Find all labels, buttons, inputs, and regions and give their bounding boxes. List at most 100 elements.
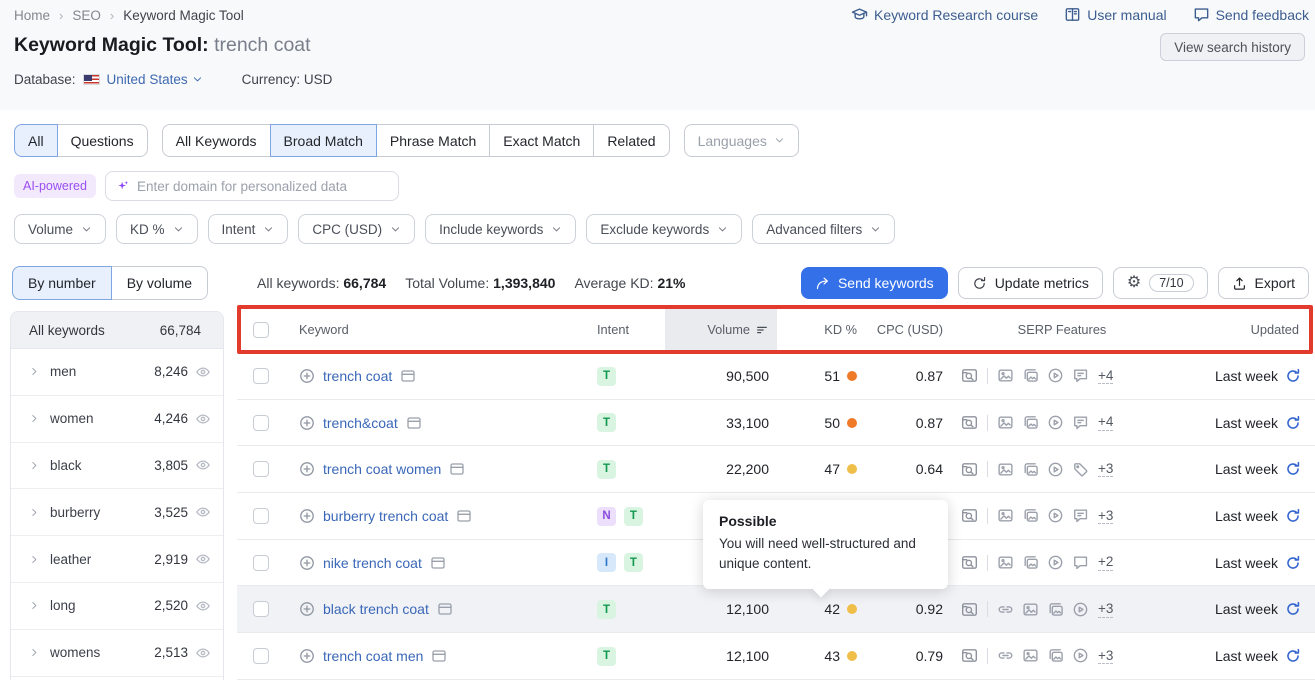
images-icon[interactable] [1022,507,1039,524]
sidebar-item-black[interactable]: black 3,805 [11,443,223,490]
table-row[interactable]: trench coat women T 22,200 47 0.64 +3 La… [237,446,1315,494]
serp-snapshot-icon[interactable] [400,368,416,384]
eye-icon[interactable] [195,551,211,567]
serp-preview-icon[interactable] [961,414,978,431]
breadcrumb-home[interactable]: Home [14,8,51,23]
video-icon[interactable] [1047,414,1064,431]
tag-icon[interactable] [1072,461,1089,478]
tab-exact-match[interactable]: Exact Match [489,124,595,157]
serp-preview-icon[interactable] [961,601,978,618]
table-row[interactable]: black trench coat T 12,100 42 0.92 +3 La… [237,586,1315,634]
image-icon[interactable] [997,554,1014,571]
tab-broad-match[interactable]: Broad Match [269,124,377,157]
column-header-intent[interactable]: Intent [597,322,630,337]
refresh-icon[interactable] [1285,368,1301,384]
languages-dropdown[interactable]: Languages [683,124,799,157]
serp-preview-icon[interactable] [961,507,978,524]
column-header-updated[interactable]: Updated [1250,322,1299,337]
row-checkbox[interactable] [253,554,269,571]
serp-snapshot-icon[interactable] [406,415,422,431]
keyword-research-course-link[interactable]: Keyword Research course [851,6,1038,23]
filter-cpc[interactable]: CPC (USD) [298,214,416,244]
eye-icon[interactable] [195,645,211,661]
images-icon[interactable] [1022,367,1039,384]
serp-more-link[interactable]: +3 [1098,601,1114,618]
add-keyword-icon[interactable] [299,555,315,571]
link-icon[interactable] [997,647,1014,664]
column-header-serp-features[interactable]: SERP Features [1017,322,1107,337]
serp-more-link[interactable]: +3 [1098,460,1114,478]
add-keyword-icon[interactable] [299,601,315,617]
filter-exclude-keywords[interactable]: Exclude keywords [586,214,743,244]
serp-snapshot-icon[interactable] [437,601,453,617]
filter-volume[interactable]: Volume [14,214,107,244]
chevron-right-icon[interactable] [29,647,40,658]
add-keyword-icon[interactable] [299,415,315,431]
video-icon[interactable] [1047,507,1064,524]
tab-phrase-match[interactable]: Phrase Match [375,124,491,157]
column-header-volume[interactable]: Volume [665,309,777,350]
link-icon[interactable] [997,601,1014,618]
chevron-right-icon[interactable] [29,413,40,424]
row-checkbox[interactable] [253,367,269,384]
images-icon[interactable] [1022,414,1039,431]
video-icon[interactable] [1072,647,1089,664]
sidebar-item-women[interactable]: women 4,246 [11,396,223,443]
column-header-cpc[interactable]: CPC (USD) [876,322,943,337]
row-checkbox[interactable] [253,461,269,478]
row-checkbox[interactable] [253,601,269,618]
update-metrics-button[interactable]: Update metrics [957,267,1103,299]
tab-all[interactable]: All [14,124,58,157]
refresh-icon[interactable] [1285,648,1301,664]
image-icon[interactable] [1022,601,1039,618]
add-keyword-icon[interactable] [299,368,315,384]
review-icon[interactable] [1072,507,1089,524]
refresh-icon[interactable] [1285,415,1301,431]
image-icon[interactable] [997,367,1014,384]
sidebar-item-burberry[interactable]: burberry 3,525 [11,489,223,537]
keyword-link[interactable]: trench coat [323,367,393,384]
eye-icon[interactable] [195,364,211,380]
serp-snapshot-icon[interactable] [430,555,446,571]
serp-more-link[interactable]: +3 [1098,647,1114,665]
sidebar-item-all-keywords[interactable]: All keywords 66,784 [11,312,223,349]
table-row[interactable]: trench&coat T 33,100 50 0.87 +4 Last wee… [237,399,1315,447]
keyword-link[interactable]: trench&coat [323,414,398,431]
eye-icon[interactable] [195,598,211,614]
serp-more-link[interactable]: +3 [1098,507,1114,525]
add-keyword-icon[interactable] [299,648,315,664]
images-icon[interactable] [1022,461,1039,478]
refresh-icon[interactable] [1285,601,1301,617]
eye-icon[interactable] [195,411,211,427]
keyword-link[interactable]: black trench coat [323,601,429,618]
row-checkbox[interactable] [253,647,269,664]
review-icon[interactable] [1072,367,1089,384]
keyword-link[interactable]: nike trench coat [323,554,422,571]
image-icon[interactable] [997,507,1014,524]
send-keywords-button[interactable]: Send keywords [800,267,948,299]
sidebar-item-womens[interactable]: womens 2,513 [11,630,223,677]
filter-kd[interactable]: KD % [116,214,198,244]
video-icon[interactable] [1047,367,1064,384]
video-icon[interactable] [1072,601,1089,618]
images-icon[interactable] [1022,554,1039,571]
keyword-link[interactable]: burberry trench coat [323,507,449,524]
tab-all-keywords[interactable]: All Keywords [161,124,271,157]
images-icon[interactable] [1047,601,1064,618]
refresh-icon[interactable] [1285,555,1301,571]
sidebar-item-men[interactable]: men 8,246 [11,349,223,396]
send-feedback-link[interactable]: Send feedback [1193,6,1309,23]
refresh-icon[interactable] [1285,508,1301,524]
add-keyword-icon[interactable] [299,508,315,524]
chevron-right-icon[interactable] [29,554,40,565]
video-icon[interactable] [1047,554,1064,571]
export-button[interactable]: Export [1217,267,1309,299]
serp-snapshot-icon[interactable] [449,461,465,477]
sort-by-volume-tab[interactable]: By volume [110,266,209,300]
row-checkbox[interactable] [253,414,269,431]
chevron-right-icon[interactable] [29,366,40,377]
serp-preview-icon[interactable] [961,367,978,384]
metrics-limit-button[interactable]: ⚙ 7/10 [1112,267,1208,299]
serp-snapshot-icon[interactable] [456,508,472,524]
row-checkbox[interactable] [253,507,269,524]
